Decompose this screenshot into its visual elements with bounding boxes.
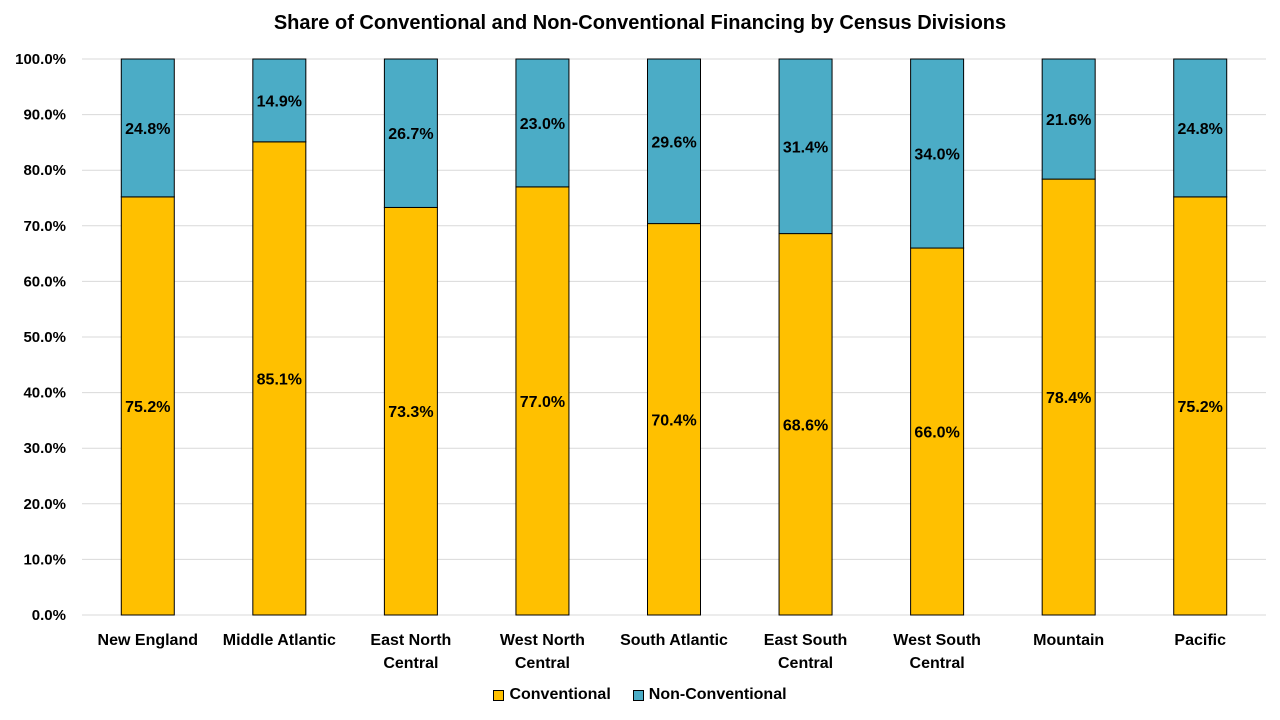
bar-conventional-1 [252,141,307,616]
bar-non-conventional-7 [1041,58,1096,180]
category-label: West South Central [893,632,981,672]
legend-label-conventional: Conventional [509,686,611,703]
bar-non-conventional-8 [1173,58,1228,198]
bar-conventional-0 [120,196,175,616]
category-label-line: Central [383,655,438,672]
category-label-line: West North [500,632,585,649]
y-tick-label: 60.0% [23,273,66,290]
category-label-line: West South [893,632,981,649]
category-label-line: Central [778,655,833,672]
y-tick-label: 90.0% [23,107,66,124]
category-label-line: South Atlantic [620,632,728,649]
bar-non-conventional-6 [910,58,965,249]
category-label: East South Central [764,632,848,672]
data-label: 26.7% [388,126,433,143]
category-label-line: Mountain [1033,632,1104,649]
data-label: 75.2% [125,399,170,416]
data-label: 24.8% [1178,121,1223,138]
bar-conventional-7 [1041,178,1096,616]
bar-conventional-6 [910,247,965,616]
bar-non-conventional-5 [778,58,833,235]
data-label: 70.4% [651,412,696,429]
category-label: Mountain [1033,632,1104,649]
y-tick-label: 20.0% [23,496,66,513]
bar-conventional-3 [515,186,570,616]
y-tick-label: 40.0% [23,385,66,402]
category-label-line: East South [764,632,848,649]
legend-swatch-non-conventional [632,689,644,701]
category-label-line: Middle Atlantic [223,632,336,649]
bar-conventional-5 [778,233,833,616]
legend-label-non-conventional: Non-Conventional [648,686,787,703]
y-tick-label: 80.0% [23,162,66,179]
category-label: West North Central [500,632,585,672]
data-label: 77.0% [520,394,565,411]
bar-conventional-4 [647,223,701,616]
y-tick-label: 10.0% [23,551,66,568]
bar-conventional-8 [1173,196,1228,616]
chart-title: Share of Conventional and Non-Convention… [273,12,1007,34]
data-label: 73.3% [388,404,433,421]
bar-non-conventional-2 [383,58,438,208]
legend-item-conventional: Conventional [493,686,611,704]
category-label-line: Central [910,655,965,672]
data-label: 24.8% [125,121,170,138]
legend: Conventional Non-Conventional [0,686,1280,704]
data-label: 23.0% [520,116,565,133]
y-tick-label: 70.0% [23,218,66,235]
category-label: South Atlantic [620,632,728,649]
category-label: Pacific [1174,632,1226,649]
category-label-line: New England [98,632,198,649]
y-tick-label: 0.0% [32,607,66,624]
category-label-line: Central [515,655,570,672]
data-label: 78.4% [1046,390,1091,407]
y-tick-label: 30.0% [23,440,66,457]
bar-non-conventional-0 [120,58,175,198]
legend-item-non-conventional: Non-Conventional [632,686,787,704]
data-label: 21.6% [1046,112,1091,129]
data-label: 31.4% [783,139,828,156]
category-label-line: Pacific [1174,632,1226,649]
category-label: East North Central [370,632,451,672]
data-label: 85.1% [257,371,302,388]
bar-non-conventional-1 [252,58,307,143]
y-tick-label: 100.0% [15,51,66,68]
y-tick-label: 50.0% [23,329,66,346]
category-label: Middle Atlantic [223,632,336,649]
bar-non-conventional-3 [515,58,570,188]
category-label-line: East North [370,632,451,649]
data-label: 14.9% [257,93,302,110]
category-label: New England [98,632,198,649]
data-label: 29.6% [651,134,696,151]
data-label: 68.6% [783,417,828,434]
legend-swatch-conventional [493,689,505,701]
bar-non-conventional-4 [647,58,701,225]
data-label: 66.0% [914,425,959,442]
data-label: 75.2% [1178,399,1223,416]
data-label: 34.0% [914,147,959,164]
bar-conventional-2 [383,206,438,616]
